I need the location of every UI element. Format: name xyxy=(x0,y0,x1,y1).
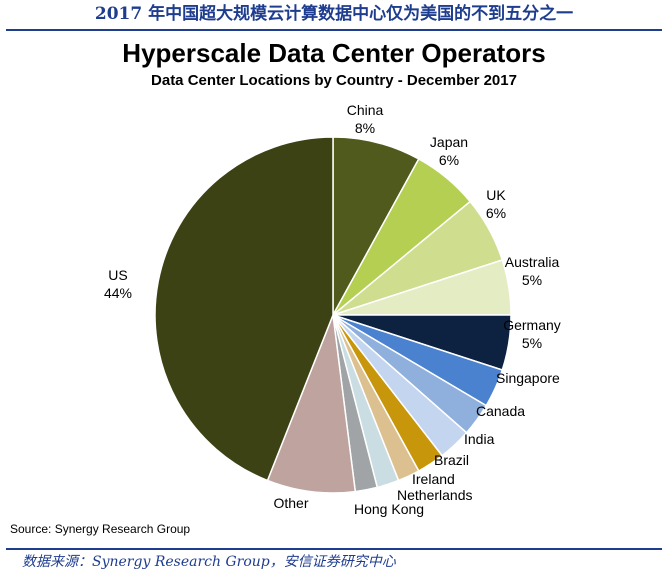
pie-slice-china xyxy=(332,136,420,316)
chart-title: Hyperscale Data Center Operators xyxy=(122,38,546,68)
chart-subtitle: Data Center Locations by Country - Decem… xyxy=(151,72,517,89)
chart-panel: China 8% Japan 6% UK 6% Australia 5% Germany 5% Si… xyxy=(6,32,662,544)
footer-source: 数据来源：Synergy Research Group，安信证券研究中心 xyxy=(22,554,396,570)
slice-label-australia: Australia 5% xyxy=(505,254,560,288)
slice-label-netherlands: Netherlands xyxy=(397,487,473,503)
slice-label-ireland: Ireland xyxy=(412,471,455,487)
pie-slice-other xyxy=(266,314,357,494)
slice-label-us: US 44% xyxy=(104,267,132,301)
slice-label-japan: Japan 6% xyxy=(430,134,468,168)
pie-slice-us xyxy=(154,136,334,482)
title-divider xyxy=(6,29,662,31)
footer-divider xyxy=(6,548,662,550)
slice-label-other: Other xyxy=(273,495,308,511)
chart-source-note: Source: Synergy Research Group xyxy=(10,522,191,536)
slice-label-singapore: Singapore xyxy=(496,370,560,386)
slice-label-hong-kong: Hong Kong xyxy=(354,501,424,517)
slice-label-canada: Canada xyxy=(476,403,525,419)
pie-chart: China 8% Japan 6% UK 6% Australia 5% Germany 5% Si… xyxy=(104,102,561,517)
slice-label-china: China 8% xyxy=(347,102,384,136)
slice-label-brazil: Brazil xyxy=(434,452,469,468)
slice-label-germany: Germany 5% xyxy=(503,317,561,351)
slice-label-india: India xyxy=(464,431,495,447)
slice-label-uk: UK 6% xyxy=(486,187,507,221)
report-title: 2017 年中国超大规模云计算数据中心仅为美国的不到五分之一 xyxy=(94,4,574,24)
